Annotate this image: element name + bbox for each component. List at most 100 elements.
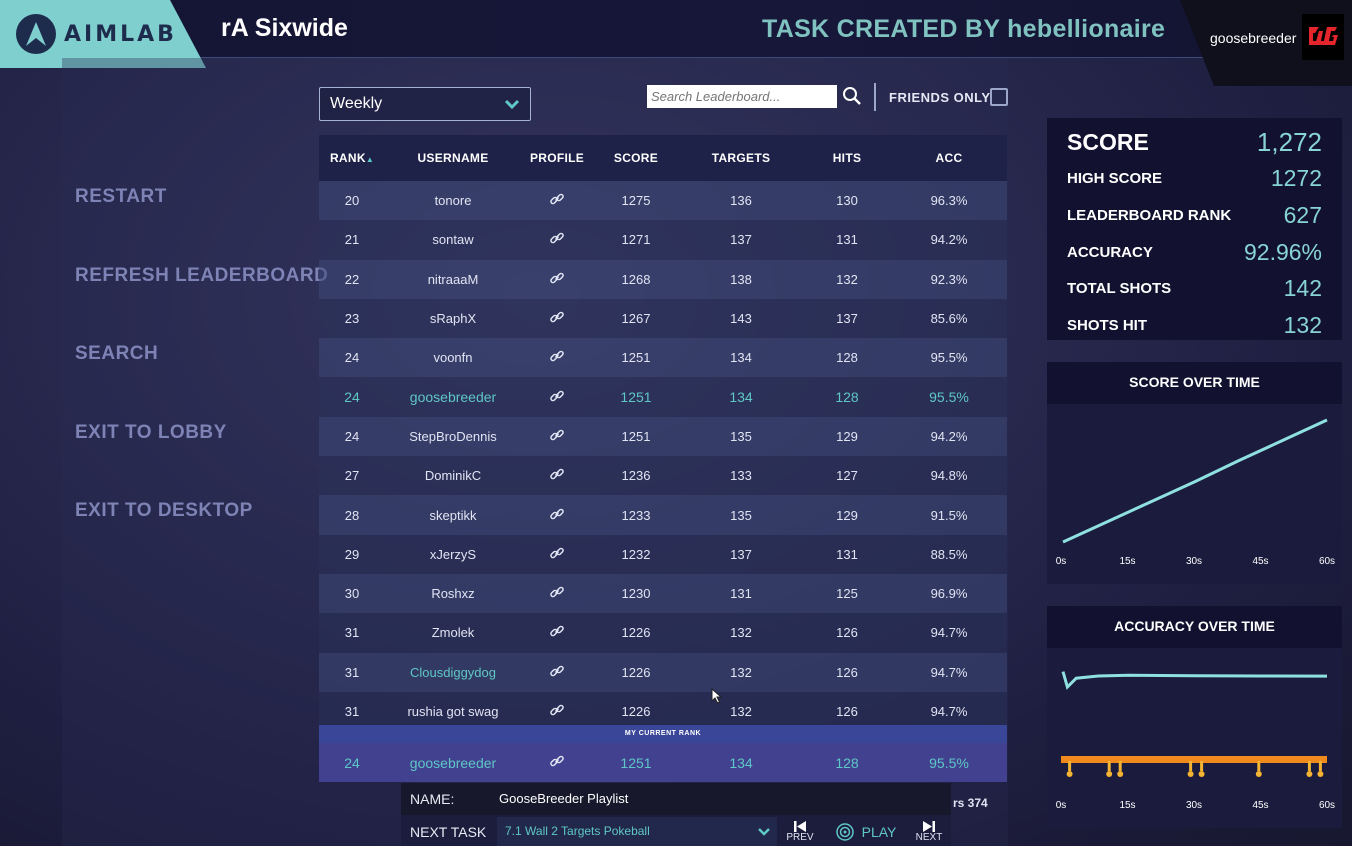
row-score: 1251 xyxy=(593,338,679,378)
stat-label: SHOTS HIT xyxy=(1067,316,1148,334)
profile-link-icon[interactable] xyxy=(521,743,593,782)
row-targets: 134 xyxy=(679,377,803,417)
my-username[interactable]: goosebreeder xyxy=(385,743,521,782)
shot-timeline-bar xyxy=(1061,756,1327,763)
table-row[interactable]: 23 sRaphX 1267 143 137 85.6% xyxy=(319,298,1007,339)
profile-link-icon[interactable] xyxy=(521,338,593,378)
col-score[interactable]: SCORE xyxy=(593,135,679,181)
col-rank[interactable]: RANK▲ xyxy=(319,135,385,181)
profile-link-icon[interactable] xyxy=(521,220,593,260)
prev-button[interactable]: PREV xyxy=(781,817,819,846)
row-username[interactable]: Clousdiggydog xyxy=(385,652,521,692)
profile-link-icon[interactable] xyxy=(521,534,593,574)
row-rank: 20 xyxy=(319,181,385,221)
table-row[interactable]: 22 nitraaaM 1268 138 132 92.3% xyxy=(319,259,1007,299)
exit-to-lobby-button[interactable]: EXIT TO LOBBY xyxy=(75,421,227,443)
table-row[interactable]: 24 StepBroDennis 1251 135 129 94.2% xyxy=(319,416,1007,457)
profile-link-icon[interactable] xyxy=(521,181,593,221)
table-row[interactable]: 29 xJerzyS 1232 137 131 88.5% xyxy=(319,534,1007,574)
row-targets: 131 xyxy=(679,573,803,614)
row-username[interactable]: rushia got swag xyxy=(385,691,521,732)
stat-accuracy: ACCURACY 92.96% xyxy=(1067,234,1322,271)
col-username[interactable]: USERNAME xyxy=(385,135,521,181)
search-icon[interactable] xyxy=(842,86,862,106)
row-targets: 137 xyxy=(679,220,803,260)
row-username[interactable]: xJerzyS xyxy=(385,534,521,574)
row-acc: 92.3% xyxy=(891,259,1007,299)
profile-link-icon[interactable] xyxy=(521,495,593,535)
exit-to-desktop-button[interactable]: EXIT TO DESKTOP xyxy=(75,500,253,522)
row-username[interactable]: skeptikk xyxy=(385,495,521,535)
profile-link-icon[interactable] xyxy=(521,573,593,614)
row-score: 1275 xyxy=(593,181,679,221)
next-task-label: NEXT TASK xyxy=(410,824,487,840)
x-tick-label: 0s xyxy=(1056,556,1067,567)
row-score: 1230 xyxy=(593,573,679,614)
row-acc: 85.6% xyxy=(891,298,1007,339)
row-username[interactable]: tonore xyxy=(385,181,521,221)
user-badge[interactable]: goosebreeder xyxy=(1180,0,1352,86)
col-profile[interactable]: PROFILE xyxy=(521,135,593,181)
table-row[interactable]: 31 Zmolek 1226 132 126 94.7% xyxy=(319,613,1007,653)
table-row[interactable]: 30 Roshxz 1230 131 125 96.9% xyxy=(319,573,1007,614)
table-row[interactable]: 24 voonfn 1251 134 128 95.5% xyxy=(319,338,1007,378)
row-username[interactable]: StepBroDennis xyxy=(385,416,521,457)
next-button[interactable]: NEXT xyxy=(909,817,949,846)
my-rank-row[interactable]: 24 goosebreeder 1251 134 128 95.5% xyxy=(319,743,1007,782)
x-tick-label: 30s xyxy=(1186,556,1202,567)
table-row[interactable]: 31 rushia got swag 1226 132 126 94.7% xyxy=(319,691,1007,732)
row-username[interactable]: nitraaaM xyxy=(385,259,521,299)
row-targets: 143 xyxy=(679,298,803,339)
row-username[interactable]: sontaw xyxy=(385,220,521,260)
row-hits: 125 xyxy=(803,573,891,614)
table-row[interactable]: 27 DominikC 1236 133 127 94.8% xyxy=(319,456,1007,496)
stat-total-shots: TOTAL SHOTS 142 xyxy=(1067,270,1322,307)
col-hits[interactable]: HITS xyxy=(803,135,891,181)
stat-high-score: HIGH SCORE 1272 xyxy=(1067,161,1322,198)
profile-link-icon[interactable] xyxy=(521,691,593,732)
table-row[interactable]: 24 goosebreeder 1251 134 128 95.5% xyxy=(319,377,1007,417)
search-button[interactable]: SEARCH xyxy=(75,343,159,365)
next-task-dropdown[interactable]: 7.1 Wall 2 Targets Pokeball xyxy=(497,817,777,846)
row-username[interactable]: DominikC xyxy=(385,456,521,496)
row-username[interactable]: goosebreeder xyxy=(385,377,521,417)
profile-link-icon[interactable] xyxy=(521,298,593,339)
table-row[interactable]: 20 tonore 1275 136 130 96.3% xyxy=(319,181,1007,221)
row-acc: 94.7% xyxy=(891,613,1007,653)
stat-value: 627 xyxy=(1283,201,1322,228)
my-score: 1251 xyxy=(593,743,679,782)
play-button[interactable]: PLAY xyxy=(826,817,906,846)
stat-label: TOTAL SHOTS xyxy=(1067,280,1172,298)
row-username[interactable]: sRaphX xyxy=(385,298,521,339)
col-acc[interactable]: ACC xyxy=(891,135,1007,181)
row-username[interactable]: voonfn xyxy=(385,338,521,378)
score-series-line xyxy=(1062,418,1328,544)
profile-link-icon[interactable] xyxy=(521,652,593,692)
row-score: 1233 xyxy=(593,495,679,535)
row-score: 1226 xyxy=(593,613,679,653)
profile-link-icon[interactable] xyxy=(521,377,593,417)
next-label: NEXT xyxy=(915,831,943,843)
row-username[interactable]: Zmolek xyxy=(385,613,521,653)
table-row[interactable]: 21 sontaw 1271 137 131 94.2% xyxy=(319,220,1007,260)
row-hits: 132 xyxy=(803,259,891,299)
stat-value: 132 xyxy=(1283,311,1322,338)
profile-link-icon[interactable] xyxy=(521,456,593,496)
refresh-leaderboard-button[interactable]: REFRESH LEADERBOARD xyxy=(75,264,329,286)
row-rank: 24 xyxy=(319,338,385,378)
col-targets[interactable]: TARGETS xyxy=(679,135,803,181)
search-leaderboard-input[interactable] xyxy=(647,85,837,108)
profile-link-icon[interactable] xyxy=(521,416,593,457)
row-username[interactable]: Roshxz xyxy=(385,573,521,614)
friends-only-checkbox[interactable] xyxy=(990,88,1008,106)
restart-button[interactable]: RESTART xyxy=(75,186,167,207)
profile-link-icon[interactable] xyxy=(521,613,593,653)
table-row[interactable]: 28 skeptikk 1233 135 129 91.5% xyxy=(319,495,1007,535)
table-row[interactable]: 31 Clousdiggydog 1226 132 126 94.7% xyxy=(319,652,1007,692)
period-value: Weekly xyxy=(330,95,383,112)
row-targets: 132 xyxy=(679,691,803,732)
period-dropdown[interactable]: Weekly xyxy=(319,87,531,121)
miss-marker xyxy=(1255,761,1262,777)
profile-link-icon[interactable] xyxy=(521,259,593,299)
stats-panel: SCORE 1,272 HIGH SCORE 1272 LEADERBOARD … xyxy=(1047,118,1342,340)
